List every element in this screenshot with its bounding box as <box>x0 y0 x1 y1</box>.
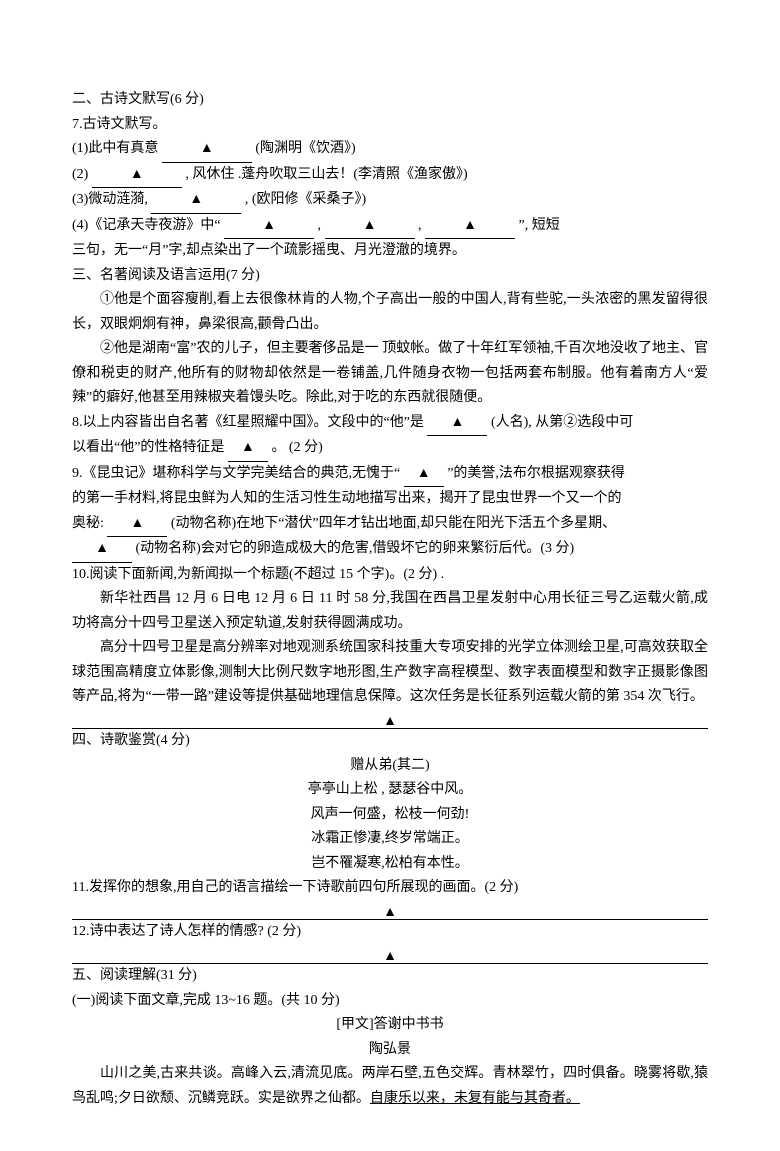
blank[interactable]: ▲ <box>425 214 515 240</box>
q7-line1: (1)此中有真意 ▲ (陶渊明《饮酒》) <box>72 137 708 163</box>
passage-author: 陶弘景 <box>72 1038 708 1063</box>
triangle-icon: ▲ <box>383 710 397 735</box>
q7-4d: ”, 短短 <box>519 218 560 233</box>
poem-title: 赠从弟(其二) <box>72 754 708 779</box>
s3-para2: ②他是湖南“富”农的儿子，但主要奢侈品是一 顶蚊帐。做了十年红军领袖,千百次地没… <box>72 337 708 411</box>
triangle-icon: ▲ <box>383 901 397 926</box>
section-2-heading: 二、古诗文默写(6 分) <box>72 88 708 113</box>
q9-line4: ▲ (动物名称)会对它的卵造成极大的危害,借毁坏它的卵来繁衍后代。(3 分) <box>72 537 708 563</box>
blank[interactable]: ▲ <box>224 214 314 240</box>
triangle-icon: ▲ <box>189 192 203 207</box>
q9-line2: 的第一手材料,将昆虫鲜为人知的生活习性生动地描写出来，揭开了昆虫世界一个又一个的 <box>72 487 708 512</box>
triangle-icon: ▲ <box>241 440 255 455</box>
blank[interactable]: ▲ <box>404 462 444 488</box>
q8-line2: 以看出“他”的性格特征是 ▲ 。 (2 分) <box>72 436 708 462</box>
q7-1b: (陶渊明《饮酒》) <box>255 141 355 156</box>
q9-line3: 奥秘: ▲ (动物名称)在地下“潜伏”四年才钻出地面,却只能在阳光下活五个多星期… <box>72 512 708 538</box>
q8a: 8.以上内容皆出自名著《红星照耀中国》。文段中的“他”是 <box>72 415 424 430</box>
blank[interactable]: ▲ <box>72 537 132 563</box>
triangle-icon: ▲ <box>451 415 465 430</box>
q7-line5: 三句，无一“月”字,却点染出了一个疏影摇曳、月光澄澈的境界。 <box>72 239 708 264</box>
q7-stem: 7.古诗文默写。 <box>72 113 708 138</box>
q8c: 以看出“他”的性格特征是 <box>72 440 224 455</box>
passage-body-underlined: 自康乐以来，未复有能与其奇者。 <box>370 1091 580 1106</box>
q8-line1: 8.以上内容皆出自名著《红星照耀中国》。文段中的“他”是 ▲ (人名), 从第②… <box>72 411 708 437</box>
q7-line4: (4)《记承天寺夜游》中“ ▲ , ▲ , ▲ ”, 短短 <box>72 214 708 240</box>
triangle-icon: ▲ <box>363 218 377 233</box>
q9-line1: 9.《昆虫记》堪称科学与文学完美结合的典范,无愧于“ ▲ ”的美誉,法布尔根据观… <box>72 462 708 488</box>
blank[interactable]: ▲ <box>92 163 182 189</box>
triangle-icon: ▲ <box>130 516 144 531</box>
q7-1a: (1)此中有真意 <box>72 141 162 156</box>
q7-3b: , (欧阳修《采桑子》) <box>245 192 366 207</box>
triangle-icon: ▲ <box>262 218 276 233</box>
answer-line[interactable]: ▲ <box>72 901 708 921</box>
q9e: (动物名称)在地下“潜伏”四年才钻出地面,却只能在阳光下活五个多星期、 <box>171 516 616 531</box>
poem-l3: 冰霜正惨凄,终岁常端正。 <box>72 827 708 852</box>
q9f: (动物名称)会对它的卵造成极大的危害,借毁坏它的卵来繁衍后代。(3 分) <box>136 541 575 556</box>
blank[interactable]: ▲ <box>427 411 487 437</box>
triangle-icon: ▲ <box>383 945 397 970</box>
triangle-icon: ▲ <box>200 141 214 156</box>
q10-para2: 高分十四号卫星是高分辨率对地观测系统国家科技重大专项安排的光学立体测绘卫星,可高… <box>72 636 708 710</box>
blank[interactable]: ▲ <box>151 188 241 214</box>
answer-line[interactable]: ▲ <box>72 710 708 730</box>
passage-body: 山川之美,古来共谈。高峰入云,清流见底。两岸石壁,五色交辉。青林翠竹，四时俱备。… <box>72 1062 708 1111</box>
blank[interactable]: ▲ <box>162 137 252 163</box>
q8d: 。 (2 分) <box>271 440 322 455</box>
q7-4c: , <box>418 218 425 233</box>
q9d: 奥秘: <box>72 516 104 531</box>
s5-sub: (一)阅读下面文章,完成 13~16 题。(共 10 分) <box>72 989 708 1014</box>
triangle-icon: ▲ <box>95 541 109 556</box>
q10-stem: 10.阅读下面新闻,为新闻拟一个标题(不超过 15 个字)。(2 分) . <box>72 563 708 588</box>
blank[interactable]: ▲ <box>228 436 268 462</box>
answer-line[interactable]: ▲ <box>72 945 708 965</box>
passage-title: [甲文]答谢中书书 <box>72 1013 708 1038</box>
triangle-icon: ▲ <box>130 167 144 182</box>
q7-4b: , <box>318 218 325 233</box>
poem-l2: 风声一何盛，松枝一何劲! <box>72 803 708 828</box>
q9b: ”的美誉,法布尔根据观察获得 <box>447 466 625 481</box>
q7-3a: (3)微动涟漪, <box>72 192 151 207</box>
poem-l1: 亭亭山上松 , 瑟瑟谷中风。 <box>72 778 708 803</box>
q11-stem: 11.发挥你的想象,用自己的语言描绘一下诗歌前四句所展现的画面。(2 分) <box>72 876 708 901</box>
blank[interactable]: ▲ <box>107 512 167 538</box>
q10-para1: 新华社西昌 12 月 6 日电 12 月 6 日 11 时 58 分,我国在西昌… <box>72 587 708 636</box>
q9a: 9.《昆虫记》堪称科学与文学完美结合的典范,无愧于“ <box>72 466 400 481</box>
q7-2a: (2) <box>72 167 88 182</box>
triangle-icon: ▲ <box>463 218 477 233</box>
q8b: (人名), 从第②选段中可 <box>491 415 633 430</box>
poem-l4: 岂不罹凝寒,松柏有本性。 <box>72 852 708 877</box>
q7-line3: (3)微动涟漪, ▲ , (欧阳修《采桑子》) <box>72 188 708 214</box>
q7-2b: , 风休住 .蓬舟吹取三山去！(李清照《渔家傲》) <box>185 167 467 182</box>
q7-line2: (2) ▲ , 风休住 .蓬舟吹取三山去！(李清照《渔家傲》) <box>72 163 708 189</box>
section-3-heading: 三、名著阅读及语言运用(7 分) <box>72 264 708 289</box>
q7-4a: (4)《记承天寺夜游》中“ <box>72 218 221 233</box>
blank[interactable]: ▲ <box>325 214 415 240</box>
s3-para1: ①他是个面容瘦削,看上去很像林肯的人物,个子高出一般的中国人,背有些驼,一头浓密… <box>72 288 708 337</box>
triangle-icon: ▲ <box>417 466 431 481</box>
